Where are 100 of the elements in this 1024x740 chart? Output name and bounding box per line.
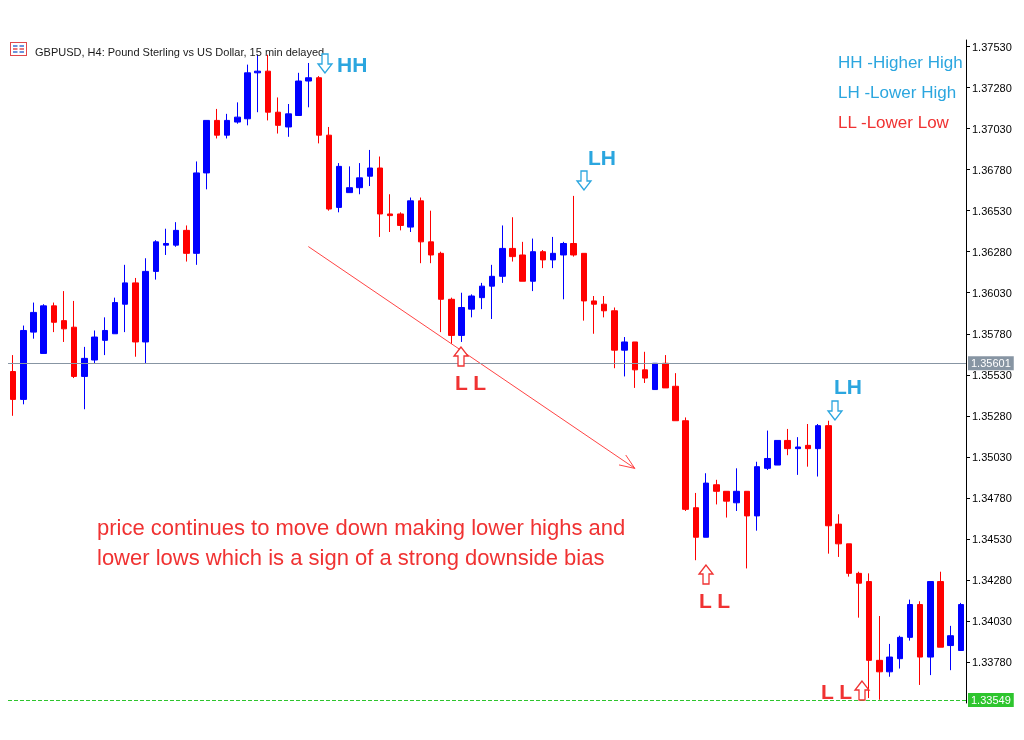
candlestick bbox=[244, 64, 251, 126]
candlestick bbox=[682, 416, 689, 512]
candlestick bbox=[733, 467, 740, 512]
y-tick-label: 1.37280 bbox=[972, 81, 1012, 94]
candlestick bbox=[805, 423, 811, 468]
candlestick bbox=[61, 290, 67, 343]
candlestick bbox=[20, 325, 27, 405]
annotation: L L bbox=[699, 589, 731, 612]
candlestick bbox=[815, 423, 821, 478]
candlestick bbox=[40, 303, 47, 354]
candlestick bbox=[744, 490, 750, 569]
candlestick bbox=[91, 329, 98, 364]
candlestick bbox=[958, 602, 964, 651]
ref-line-label: 1.33549 bbox=[971, 693, 1011, 706]
candlestick bbox=[173, 221, 179, 248]
annotation: HH -Higher High bbox=[838, 52, 963, 72]
ref-line-label: 1.35601 bbox=[971, 357, 1011, 370]
candlestick bbox=[183, 224, 190, 263]
candlestick bbox=[285, 103, 292, 138]
candlestick bbox=[774, 439, 781, 466]
annotation: L L bbox=[820, 679, 853, 703]
y-tick-label: 1.37030 bbox=[972, 122, 1012, 135]
candlestick bbox=[917, 600, 923, 686]
y-tick-label: 1.33780 bbox=[972, 655, 1012, 668]
annotation: LH -Lower High bbox=[838, 82, 957, 102]
candlestick bbox=[265, 54, 271, 121]
candlestick bbox=[10, 354, 16, 417]
candlestick bbox=[693, 492, 699, 561]
candlestick bbox=[662, 354, 669, 389]
candlestick bbox=[132, 277, 139, 358]
candlestick bbox=[193, 160, 200, 266]
candlestick bbox=[825, 420, 832, 555]
candlestick bbox=[754, 461, 760, 532]
annotation: LH bbox=[588, 146, 616, 169]
candlestick bbox=[397, 211, 404, 231]
candlestick bbox=[764, 430, 771, 471]
candlestick bbox=[153, 239, 159, 281]
candlestick bbox=[326, 126, 332, 212]
candlestick bbox=[275, 96, 281, 135]
candlestick bbox=[876, 615, 883, 701]
candlestick bbox=[346, 165, 353, 194]
candlestick bbox=[418, 197, 424, 264]
candlestick bbox=[71, 300, 77, 379]
candlestick bbox=[407, 197, 414, 233]
candlestick bbox=[907, 599, 913, 642]
candlestick bbox=[305, 62, 312, 108]
candlestick bbox=[377, 156, 383, 238]
candlestick bbox=[295, 72, 302, 116]
candlestick bbox=[937, 571, 944, 648]
y-tick-label: 1.34030 bbox=[972, 614, 1012, 627]
candlestick bbox=[652, 362, 658, 391]
y-tick-label: 1.36780 bbox=[972, 163, 1012, 176]
candlestick bbox=[102, 316, 108, 356]
candlestick bbox=[672, 372, 679, 422]
candlestick bbox=[142, 257, 149, 364]
y-tick-label: 1.36030 bbox=[972, 286, 1012, 299]
candlestick bbox=[122, 264, 128, 333]
candlestick bbox=[112, 297, 118, 335]
y-tick-label: 1.36280 bbox=[972, 245, 1012, 258]
y-tick-label: 1.37530 bbox=[972, 40, 1012, 53]
candlestick bbox=[886, 643, 893, 678]
candlestick bbox=[203, 119, 210, 190]
candlestick bbox=[316, 75, 322, 144]
candlestick bbox=[570, 195, 577, 258]
y-tick-label: 1.35780 bbox=[972, 327, 1012, 340]
y-tick-label: 1.34280 bbox=[972, 573, 1012, 586]
y-tick-label: 1.35030 bbox=[972, 450, 1012, 463]
candlestick bbox=[835, 513, 842, 558]
annotation: LH bbox=[834, 375, 862, 398]
annotation: LL -Lower Low bbox=[838, 112, 950, 132]
candlestick bbox=[51, 302, 57, 333]
candlestick bbox=[642, 351, 648, 384]
y-tick-label: 1.35280 bbox=[972, 409, 1012, 422]
candlestick bbox=[224, 113, 230, 139]
candlestick bbox=[947, 625, 954, 671]
candlestick bbox=[927, 581, 934, 676]
candlestick bbox=[897, 635, 903, 670]
text: GBPUSD, H4: Pound Sterling vs US Dollar, 15 min delayed bbox=[35, 45, 325, 58]
candlestick bbox=[254, 54, 261, 113]
y-tick-label: 1.35530 bbox=[972, 368, 1012, 381]
candlestick bbox=[795, 436, 801, 476]
candlestick bbox=[356, 162, 363, 195]
y-tick-label: 1.34780 bbox=[972, 491, 1012, 504]
candlestick bbox=[387, 193, 393, 233]
candlestick bbox=[367, 149, 373, 187]
candlestick bbox=[30, 302, 37, 340]
candlestick bbox=[713, 479, 720, 505]
y-tick-label: 1.34530 bbox=[972, 532, 1012, 545]
candlestick bbox=[784, 428, 791, 456]
candlestick bbox=[336, 162, 342, 213]
annotation: price continues to move down making lower highs and lower lows which is a sign of a strong downside bias bbox=[97, 514, 632, 570]
candlestick bbox=[703, 472, 709, 538]
candlestick bbox=[723, 490, 730, 519]
candlestick bbox=[234, 101, 241, 125]
candlestick bbox=[846, 543, 852, 578]
candlestick bbox=[866, 572, 872, 699]
candlestick bbox=[214, 108, 220, 139]
candlestick bbox=[163, 228, 169, 256]
candlestick bbox=[856, 571, 862, 619]
candlestick bbox=[81, 346, 88, 410]
